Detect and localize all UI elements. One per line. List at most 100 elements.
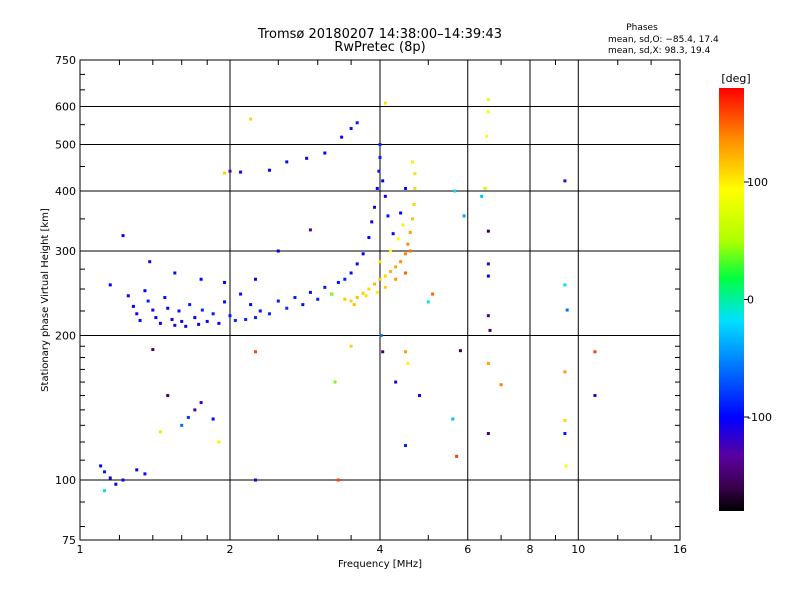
- data-point: [364, 294, 368, 298]
- data-point: [379, 334, 383, 338]
- colorbar-ticks: 100 0 -100: [744, 176, 772, 424]
- data-point: [406, 242, 410, 246]
- data-point: [564, 464, 568, 468]
- data-point: [412, 202, 416, 206]
- data-point: [378, 155, 382, 159]
- data-point: [451, 417, 455, 421]
- grid-lines: [80, 60, 680, 540]
- data-point: [378, 143, 382, 147]
- data-point: [349, 126, 353, 130]
- data-point: [593, 350, 597, 354]
- data-point: [138, 318, 142, 322]
- data-point: [413, 172, 417, 176]
- data-point: [336, 280, 340, 284]
- data-point: [258, 309, 262, 313]
- data-point: [151, 308, 155, 312]
- data-point: [323, 285, 327, 289]
- data-point: [340, 135, 344, 139]
- y-tick-label: 500: [55, 139, 76, 152]
- data-point: [135, 312, 139, 316]
- chart-title-line2: RwPretec (8p): [334, 40, 425, 55]
- data-point: [154, 316, 158, 320]
- data-point: [253, 277, 257, 281]
- data-point: [375, 186, 379, 190]
- data-point: [173, 271, 177, 275]
- data-point: [480, 194, 484, 198]
- data-point: [486, 98, 490, 102]
- data-point: [403, 271, 407, 275]
- data-point: [383, 285, 387, 289]
- data-point: [114, 482, 118, 486]
- data-point: [417, 394, 421, 398]
- data-point: [228, 314, 232, 318]
- data-point: [343, 277, 347, 281]
- data-point: [99, 464, 103, 468]
- data-point: [486, 262, 490, 266]
- data-point: [330, 292, 334, 296]
- data-point: [563, 432, 567, 436]
- x-axis-label: Frequency [MHz]: [338, 559, 422, 570]
- data-point: [217, 440, 221, 444]
- data-point: [383, 101, 387, 105]
- data-point: [403, 350, 407, 354]
- data-point: [103, 489, 107, 493]
- data-point: [239, 170, 243, 174]
- data-point: [396, 237, 400, 241]
- data-point: [211, 312, 215, 316]
- data-point: [394, 265, 398, 269]
- data-point: [253, 350, 257, 354]
- data-point: [349, 344, 353, 348]
- data-point: [378, 277, 382, 281]
- data-point: [293, 296, 297, 300]
- data-point: [108, 476, 112, 480]
- data-point: [151, 348, 155, 352]
- x-tick-label: 4: [377, 543, 384, 556]
- data-point: [285, 160, 289, 164]
- data-point: [158, 430, 162, 434]
- data-point: [211, 417, 215, 421]
- data-point: [146, 299, 150, 303]
- data-point: [403, 252, 407, 256]
- data-point: [453, 189, 457, 193]
- phases-line-x: mean, sd,X: 98.3, 19.4: [608, 46, 711, 56]
- data-point: [394, 277, 398, 281]
- data-point: [361, 291, 365, 295]
- data-point: [485, 134, 489, 138]
- data-point: [180, 423, 184, 427]
- data-point: [389, 269, 393, 273]
- data-point: [349, 299, 353, 303]
- colorbar-tick-label: 0: [747, 294, 754, 307]
- data-point: [199, 277, 203, 281]
- data-point: [336, 478, 340, 482]
- data-point: [355, 121, 359, 125]
- data-point: [205, 319, 209, 323]
- data-point: [200, 308, 204, 312]
- data-point: [188, 303, 192, 307]
- data-point: [276, 249, 280, 253]
- data-point: [563, 179, 567, 183]
- data-point: [186, 415, 190, 419]
- data-point: [431, 292, 435, 296]
- x-tick-label: 6: [464, 543, 471, 556]
- data-point: [233, 318, 237, 322]
- data-point: [166, 306, 170, 310]
- x-tick-label: 2: [227, 543, 234, 556]
- data-point: [563, 419, 567, 423]
- y-tick-label: 300: [55, 245, 76, 258]
- data-point: [426, 300, 430, 304]
- data-point: [361, 252, 365, 256]
- data-point: [131, 304, 135, 308]
- data-point: [267, 168, 271, 172]
- y-tick-label: 600: [55, 101, 76, 114]
- data-point: [408, 249, 412, 253]
- data-point: [455, 454, 459, 458]
- data-point: [343, 297, 347, 301]
- data-point: [121, 478, 125, 482]
- data-point: [276, 299, 280, 303]
- phases-info: Phases mean, sd,O: −85.4, 17.4 mean, sd,…: [608, 23, 719, 56]
- data-point: [486, 432, 490, 436]
- data-point: [499, 383, 503, 387]
- plot-frame: [79, 59, 681, 541]
- data-point: [143, 472, 147, 476]
- data-point: [163, 296, 167, 300]
